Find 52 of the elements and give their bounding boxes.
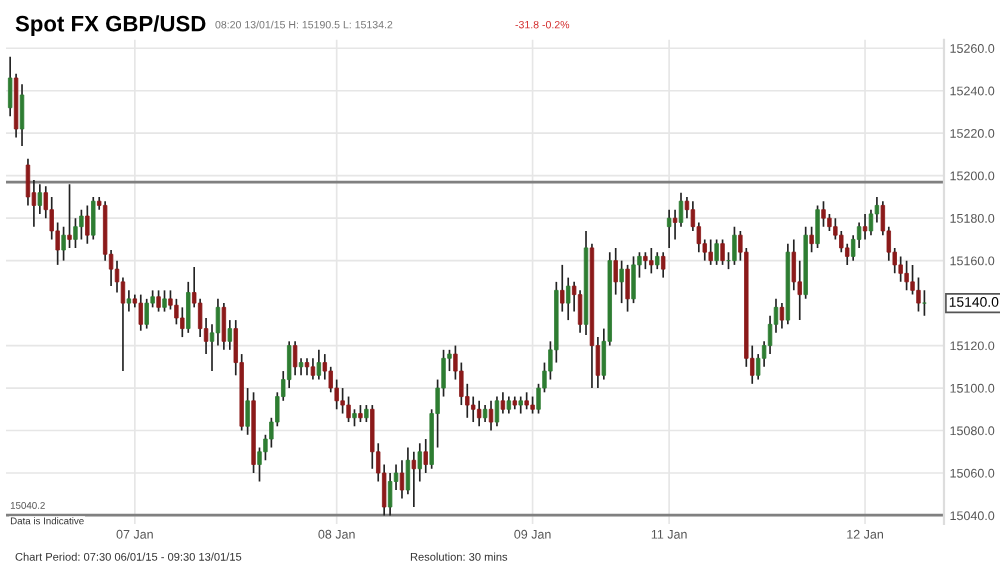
candlestick bbox=[316, 348, 322, 381]
candlestick bbox=[720, 238, 725, 266]
candlestick bbox=[37, 183, 43, 215]
candlestick bbox=[476, 399, 482, 428]
candlestick bbox=[488, 399, 494, 432]
candlestick bbox=[19, 83, 25, 147]
candlestick bbox=[221, 302, 227, 351]
candlestick bbox=[660, 251, 666, 279]
candlestick bbox=[144, 298, 149, 330]
candlestick bbox=[666, 208, 672, 249]
candlestick bbox=[399, 459, 405, 500]
candlestick bbox=[494, 395, 500, 428]
candlestick bbox=[227, 319, 233, 351]
candlestick bbox=[779, 302, 785, 330]
candlestick bbox=[649, 247, 654, 275]
candlestick bbox=[7, 55, 13, 118]
candlestick bbox=[577, 289, 583, 334]
candlestick bbox=[85, 204, 90, 245]
candlestick bbox=[292, 340, 298, 377]
candlestick bbox=[898, 255, 903, 283]
candlestick bbox=[732, 225, 737, 266]
candlestick bbox=[91, 196, 96, 241]
candlestick bbox=[138, 293, 143, 332]
candlestick bbox=[672, 208, 678, 241]
candlestick bbox=[922, 289, 927, 317]
candlestick bbox=[310, 357, 316, 381]
candlestick bbox=[126, 289, 132, 313]
candlestick bbox=[815, 204, 820, 249]
candlestick bbox=[619, 259, 624, 304]
candlestick bbox=[346, 395, 351, 423]
candlestick bbox=[340, 387, 345, 415]
candlestick bbox=[821, 200, 826, 228]
candlestick bbox=[79, 208, 84, 241]
candlestick bbox=[862, 213, 868, 241]
candlestick bbox=[387, 472, 393, 517]
candlestick bbox=[180, 306, 185, 338]
candlestick bbox=[500, 391, 506, 415]
candlestick bbox=[162, 289, 167, 313]
candlestick bbox=[245, 387, 250, 436]
candlestick bbox=[156, 289, 161, 313]
candlestick bbox=[809, 225, 814, 253]
candlestick bbox=[613, 247, 618, 296]
candlestick bbox=[67, 183, 72, 249]
chart-title: Spot FX GBP/USD bbox=[15, 15, 206, 36]
candlestick bbox=[708, 238, 713, 266]
candlestick bbox=[631, 255, 636, 304]
candlestick bbox=[423, 438, 428, 474]
candlestick bbox=[714, 238, 719, 266]
candlestick bbox=[625, 264, 630, 313]
candlestick bbox=[904, 259, 909, 292]
candlestick bbox=[411, 450, 417, 508]
candlestick bbox=[560, 264, 565, 313]
